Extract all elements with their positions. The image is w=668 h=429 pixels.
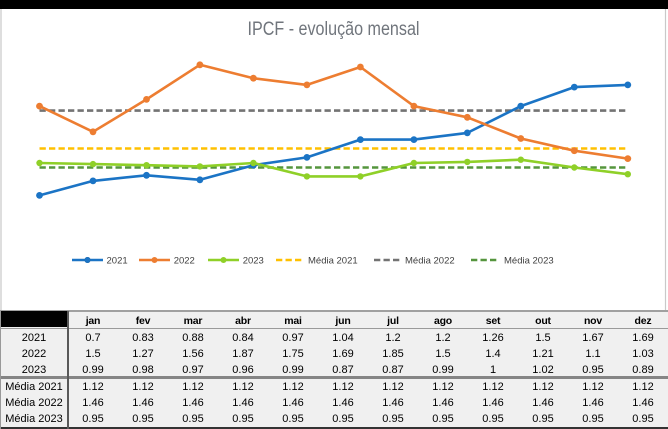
svg-text:2022: 2022 [174, 255, 195, 266]
svg-text:2023: 2023 [243, 255, 264, 266]
svg-text:Média 2022: Média 2022 [405, 255, 455, 266]
svg-text:Média 2023: Média 2023 [504, 255, 554, 266]
svg-text:IPCF - evolução mensal: IPCF - evolução mensal [248, 19, 420, 40]
svg-text:Média 2021: Média 2021 [308, 255, 358, 266]
svg-text:2021: 2021 [107, 255, 128, 266]
